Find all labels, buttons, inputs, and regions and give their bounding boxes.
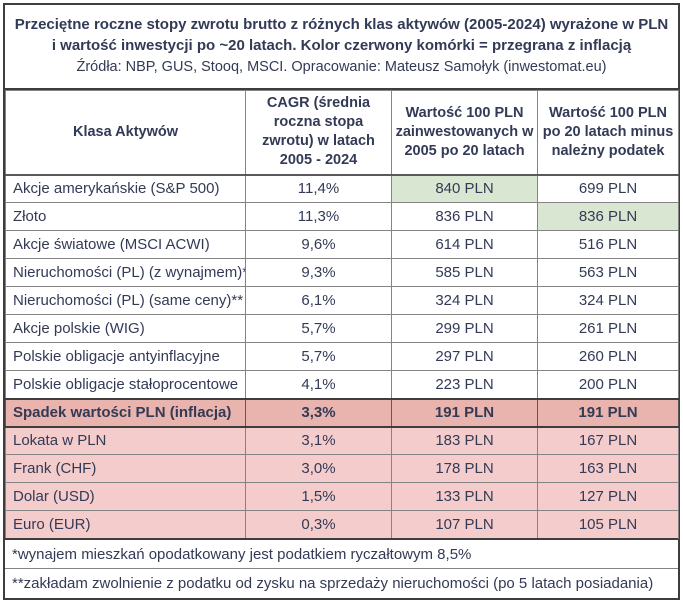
title-line-1: Przeciętne roczne stopy zwrotu brutto z …	[14, 15, 669, 33]
asset-returns-table: Klasa Aktywów CAGR (średnia roczna stopa…	[5, 90, 679, 539]
net-value-cell: 200 PLN	[537, 370, 679, 399]
gross-value-cell: 107 PLN	[391, 510, 538, 539]
gross-value-cell: 183 PLN	[391, 426, 538, 455]
table-row: Złoto 11,3% 836 PLN 836 PLN	[5, 202, 679, 231]
cagr-cell: 1,5%	[245, 482, 392, 511]
table-row: Akcje światowe (MSCI ACWI) 9,6% 614 PLN 516…	[5, 230, 679, 259]
asset-cell: Nieruchomości (PL) (z wynajmem)*	[5, 258, 246, 287]
gross-value-cell: 133 PLN	[391, 482, 538, 511]
net-value-cell: 563 PLN	[537, 258, 679, 287]
cagr-cell: 6,1%	[245, 286, 392, 315]
table-row: Akcje polskie (WIG) 5,7% 299 PLN 261 PLN	[5, 314, 679, 343]
asset-cell: Spadek wartości PLN (inflacja)	[5, 397, 246, 428]
column-header-net-value: Wartość 100 PLN po 20 latach minus należ…	[537, 90, 679, 176]
net-value-cell: 191 PLN	[537, 397, 679, 428]
gross-value-cell: 614 PLN	[391, 230, 538, 259]
cagr-cell: 9,3%	[245, 258, 392, 287]
net-value-cell: 836 PLN	[537, 202, 679, 231]
asset-cell: Polskie obligacje stałoprocentowe	[5, 370, 246, 399]
net-value-cell: 163 PLN	[537, 454, 679, 483]
title-sources: Źródła: NBP, GUS, Stooq, MSCI. Opracowan…	[76, 58, 607, 75]
table-row: Akcje amerykańskie (S&P 500) 11,4% 840 PLN…	[5, 174, 679, 203]
footnotes-section: *wynajem mieszkań opodatkowany jest poda…	[5, 538, 678, 598]
column-header-cagr: CAGR (średnia roczna stopa zwrotu) w lat…	[245, 90, 392, 176]
gross-value-cell: 299 PLN	[391, 314, 538, 343]
net-value-cell: 516 PLN	[537, 230, 679, 259]
cagr-cell: 3,3%	[245, 397, 392, 428]
asset-cell: Frank (CHF)	[5, 454, 246, 483]
cagr-cell: 3,1%	[245, 426, 392, 455]
gross-value-cell: 191 PLN	[391, 397, 538, 428]
column-header-asset-class: Klasa Aktywów	[5, 90, 246, 176]
net-value-cell: 324 PLN	[537, 286, 679, 315]
gross-value-cell: 840 PLN	[391, 174, 538, 203]
footnote-rental-tax: *wynajem mieszkań opodatkowany jest poda…	[5, 538, 678, 568]
asset-cell: Dolar (USD)	[5, 482, 246, 511]
title-line-2: i wartość inwestycji po ~20 latach. Kolo…	[51, 36, 632, 54]
table-row: Nieruchomości (PL) (same ceny)** 6,1% 324 …	[5, 286, 679, 315]
net-value-cell: 105 PLN	[537, 510, 679, 539]
table-row: Lokata w PLN 3,1% 183 PLN 167 PLN	[5, 426, 679, 455]
footnote-property-tax-exemption: **zakładam zwolnienie z podatku od zysku…	[5, 568, 678, 598]
asset-cell: Złoto	[5, 202, 246, 231]
asset-table-body: Akcje amerykańskie (S&P 500) 11,4% 840 PLN…	[5, 174, 679, 539]
cagr-cell: 3,0%	[245, 454, 392, 483]
table-row: Polskie obligacje antyinflacyjne 5,7% 297 …	[5, 342, 679, 371]
header-row: Klasa Aktywów CAGR (średnia roczna stopa…	[5, 90, 679, 176]
table-row: Polskie obligacje stałoprocentowe 4,1% 223…	[5, 370, 679, 399]
net-value-cell: 260 PLN	[537, 342, 679, 371]
gross-value-cell: 297 PLN	[391, 342, 538, 371]
cagr-cell: 9,6%	[245, 230, 392, 259]
table-row: Dolar (USD) 1,5% 133 PLN 127 PLN	[5, 482, 679, 511]
asset-cell: Akcje amerykańskie (S&P 500)	[5, 174, 246, 203]
cagr-cell: 5,7%	[245, 342, 392, 371]
asset-cell: Polskie obligacje antyinflacyjne	[5, 342, 246, 371]
cagr-cell: 11,3%	[245, 202, 392, 231]
gross-value-cell: 223 PLN	[391, 370, 538, 399]
gross-value-cell: 585 PLN	[391, 258, 538, 287]
net-value-cell: 699 PLN	[537, 174, 679, 203]
column-header-gross-value: Wartość 100 PLN zainwestowanych w 2005 p…	[391, 90, 538, 176]
asset-cell: Euro (EUR)	[5, 510, 246, 539]
asset-cell: Lokata w PLN	[5, 426, 246, 455]
cagr-cell: 4,1%	[245, 370, 392, 399]
title-block: Przeciętne roczne stopy zwrotu brutto z …	[5, 5, 678, 90]
gross-value-cell: 836 PLN	[391, 202, 538, 231]
table-row: Nieruchomości (PL) (z wynajmem)* 9,3% 585 …	[5, 258, 679, 287]
table-frame: Przeciętne roczne stopy zwrotu brutto z …	[3, 3, 680, 600]
asset-cell: Nieruchomości (PL) (same ceny)**	[5, 286, 246, 315]
asset-cell: Akcje światowe (MSCI ACWI)	[5, 230, 246, 259]
table-row: Frank (CHF) 3,0% 178 PLN 163 PLN	[5, 454, 679, 483]
cagr-cell: 11,4%	[245, 174, 392, 203]
cagr-cell: 5,7%	[245, 314, 392, 343]
gross-value-cell: 178 PLN	[391, 454, 538, 483]
net-value-cell: 127 PLN	[537, 482, 679, 511]
net-value-cell: 167 PLN	[537, 426, 679, 455]
asset-cell: Akcje polskie (WIG)	[5, 314, 246, 343]
table-row: Euro (EUR) 0,3% 107 PLN 105 PLN	[5, 510, 679, 539]
table-row: Spadek wartości PLN (inflacja) 3,3% 191 PL…	[5, 397, 679, 428]
net-value-cell: 261 PLN	[537, 314, 679, 343]
gross-value-cell: 324 PLN	[391, 286, 538, 315]
cagr-cell: 0,3%	[245, 510, 392, 539]
